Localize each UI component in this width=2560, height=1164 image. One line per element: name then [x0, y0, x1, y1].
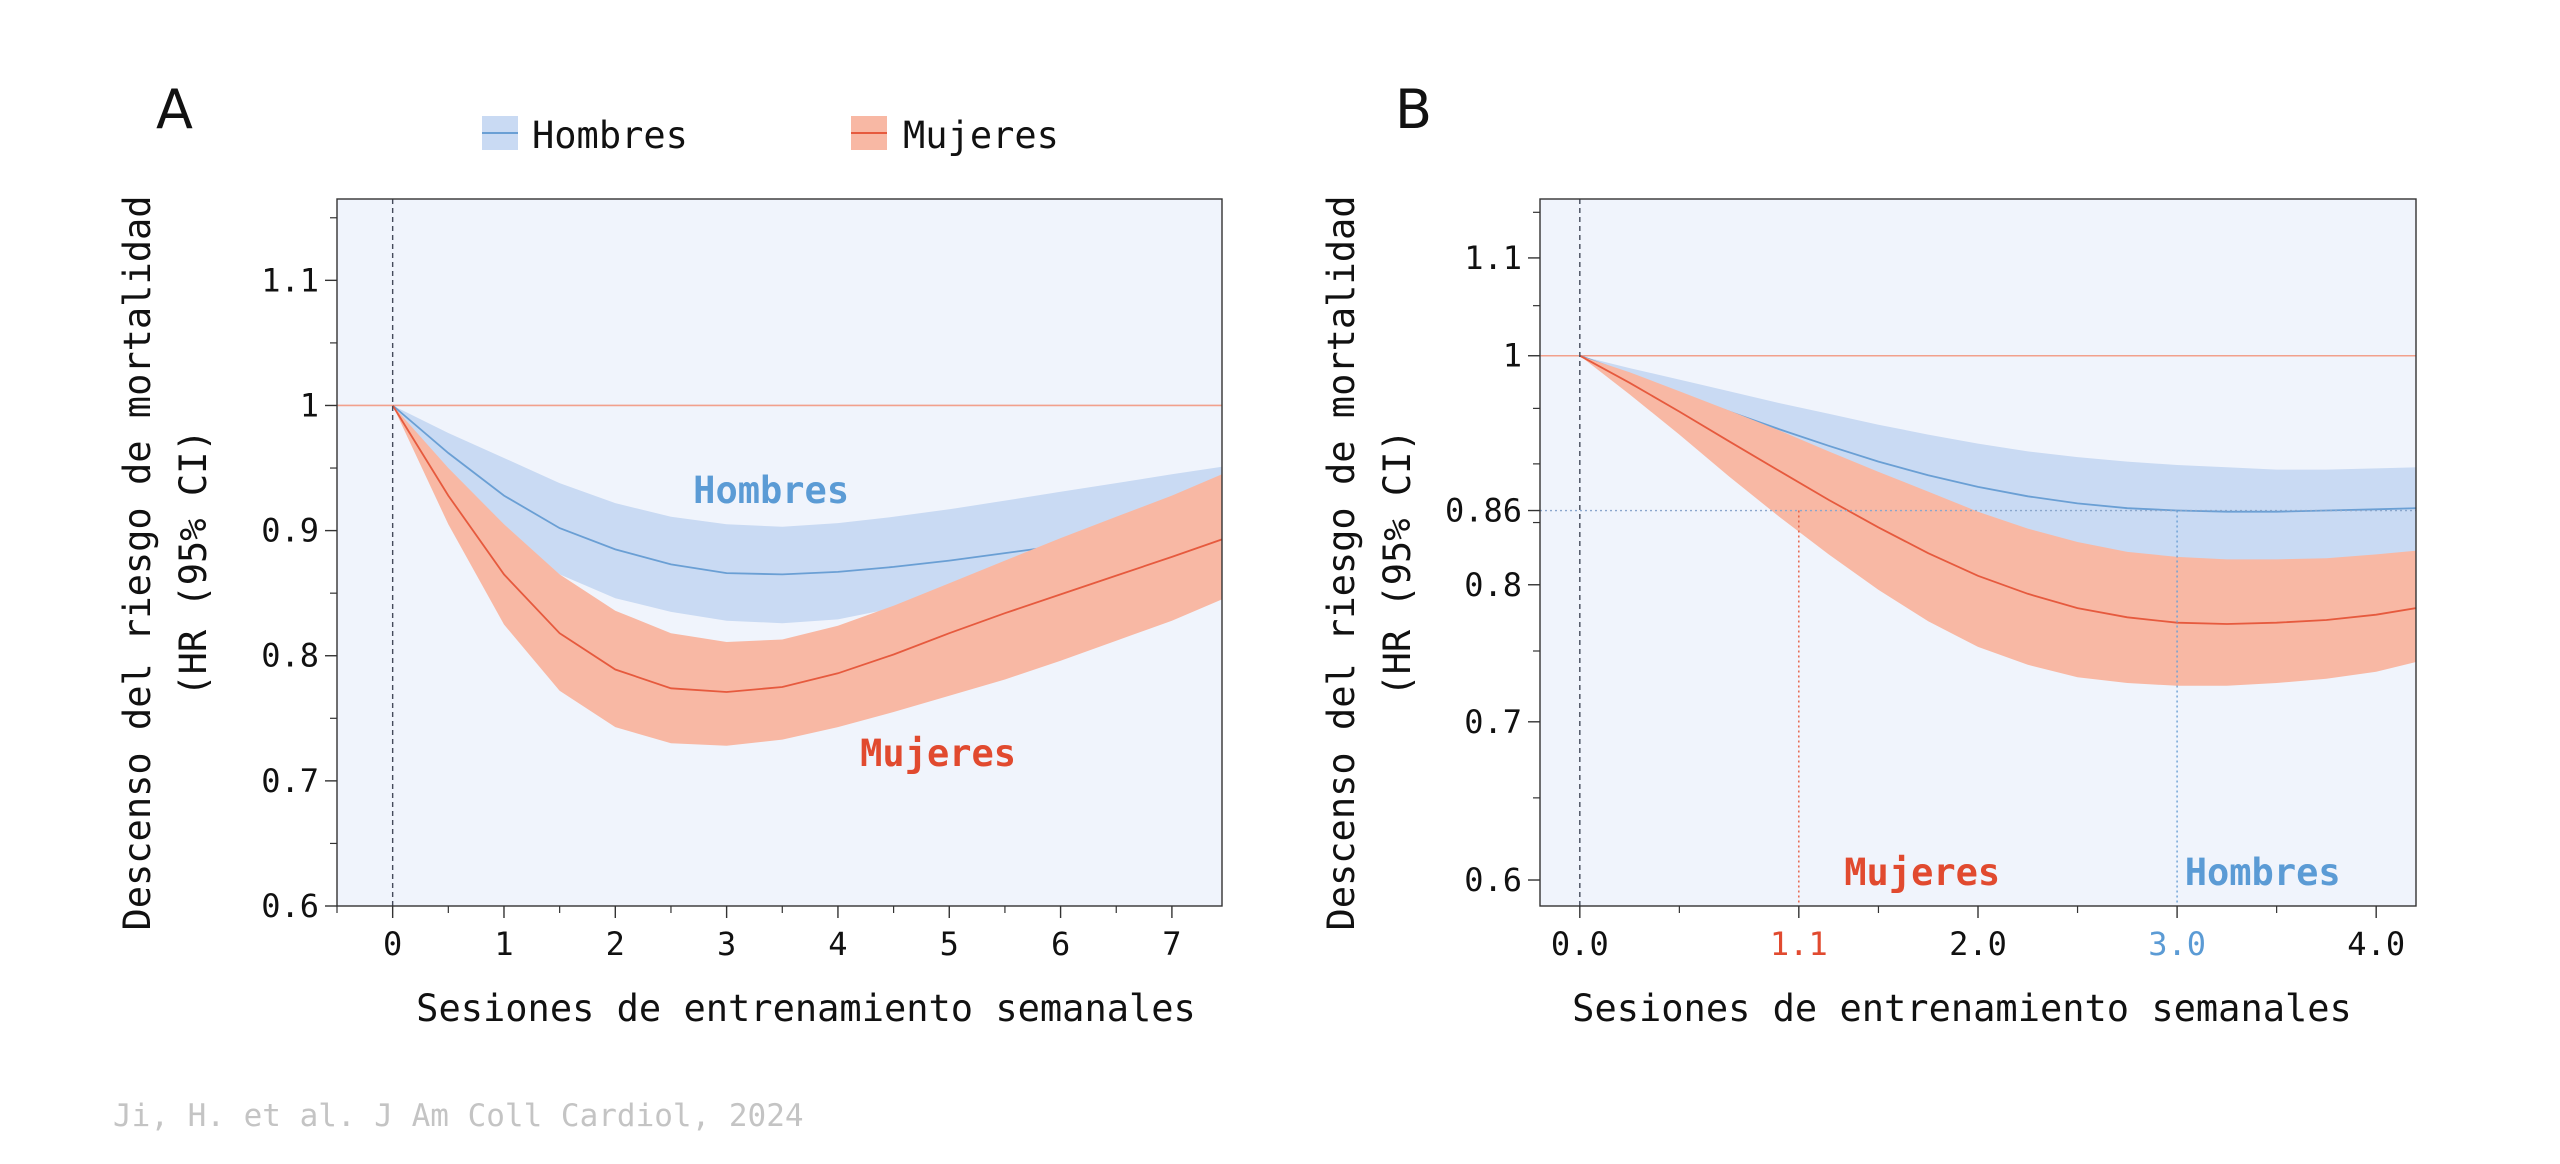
panel-b-x-tick-label: 2.0: [1949, 925, 2007, 963]
panel-b-annotation-mujeres: Mujeres: [1844, 851, 2000, 894]
panel-b-y-tick-label: 0.8: [1464, 566, 1522, 604]
legend: Hombres Mujeres: [482, 114, 1059, 157]
panel-b-x-tick-label: 0.0: [1551, 925, 1609, 963]
panel-b-letter: B: [1395, 78, 1432, 141]
panel-a-x-tick-label: 2: [606, 925, 625, 963]
panel-a-y-tick-label: 0.8: [261, 637, 319, 675]
panel-a-frame: [336, 198, 1223, 907]
panel-a-x-tick-label: 7: [1162, 925, 1181, 963]
panel-b-y-axis-label-line1: Descenso del riesgo de mortalidad: [1320, 195, 1363, 930]
panel-a-y-tick-label: 0.9: [261, 512, 319, 550]
panel-a: A 0.6 0.7 0.8 0.9 1 1.1 0 1 2 3 4 5 6 7 Hombres Mujeres…: [116, 78, 1223, 1030]
panel-b-ci-band-hombres: [1579, 355, 2416, 561]
legend-item-mujeres: Mujeres: [851, 114, 1059, 157]
panel-a-x-tick-label: 4: [828, 925, 847, 963]
panel-a-y-tick-label: 0.7: [261, 762, 319, 800]
panel-a-y-tick-label: 1.1: [261, 261, 319, 299]
panel-b-x-tick-label: 1.1: [1770, 925, 1828, 963]
panel-a-x-tick-label: 1: [494, 925, 513, 963]
panel-b-plot-area: 0.6 0.7 0.8 0.86 1 1.1 0.0 1.1 2.0 3.0 4.0 Mujeres H…: [1445, 198, 2417, 963]
panel-a-y-axis-label-line1: Descenso del riesgo de mortalidad: [116, 195, 159, 930]
panel-b: B 0.6 0.7 0.8 0.86 1 1.1 0.0 1.1 2.0 3.0 4.0 Mujere…: [1320, 78, 2417, 1030]
panel-a-letter: A: [156, 78, 193, 141]
panel-b-y-tick-label: 0.6: [1464, 861, 1522, 899]
panel-a-x-tick-label: 0: [383, 925, 402, 963]
panel-a-annotation-mujeres: Mujeres: [860, 732, 1016, 775]
panel-a-series-layer: [337, 199, 1222, 906]
panel-b-x-axis-label: Sesiones de entrenamiento semanales: [1572, 987, 2352, 1030]
panel-b-y-tick-label: 1: [1503, 337, 1522, 375]
panel-a-y-tick-label: 1: [300, 386, 319, 424]
panel-b-y-tick-label: 1.1: [1464, 239, 1522, 277]
panel-a-x-tick-label: 5: [940, 925, 959, 963]
panel-b-series-layer: [1540, 199, 2416, 906]
panel-a-x-tick-label: 6: [1051, 925, 1070, 963]
legend-item-hombres: Hombres: [482, 114, 688, 157]
panel-a-y-tick-label: 0.6: [261, 887, 319, 925]
panel-a-ci-band-mujeres: [392, 405, 1222, 746]
legend-label-mujeres: Mujeres: [903, 114, 1059, 157]
citation: Ji, H. et al. J Am Coll Cardiol, 2024: [113, 1098, 804, 1134]
panel-a-line-mujeres: [391, 405, 1222, 693]
panel-b-annotation-hombres: Hombres: [2185, 851, 2341, 894]
panel-b-y-axis-label-line2: (HR (95% CI): [1376, 429, 1419, 696]
panel-b-ci-band-mujeres: [1579, 355, 2416, 686]
panel-a-annotation-hombres: Hombres: [693, 469, 849, 512]
panel-b-y-tick-label: 0.7: [1464, 703, 1522, 741]
panel-b-x-tick-label: 4.0: [2347, 925, 2405, 963]
panel-a-x-tick-label: 3: [717, 925, 736, 963]
panel-b-y-tick-label: 0.86: [1445, 492, 1522, 530]
panel-a-y-axis-label-line2: (HR (95% CI): [172, 429, 215, 696]
legend-label-hombres: Hombres: [532, 114, 688, 157]
panel-a-plot-area: 0.6 0.7 0.8 0.9 1 1.1 0 1 2 3 4 5 6 7 Hombres Mujeres: [261, 198, 1223, 963]
panel-b-x-tick-label: 3.0: [2148, 925, 2206, 963]
panel-b-line-mujeres: [1579, 354, 2416, 625]
panel-a-x-axis-label: Sesiones de entrenamiento semanales: [416, 987, 1196, 1030]
